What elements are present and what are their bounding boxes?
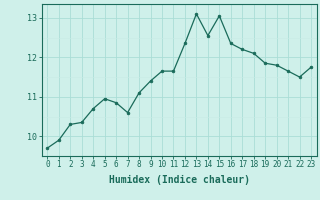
X-axis label: Humidex (Indice chaleur): Humidex (Indice chaleur) <box>109 175 250 185</box>
